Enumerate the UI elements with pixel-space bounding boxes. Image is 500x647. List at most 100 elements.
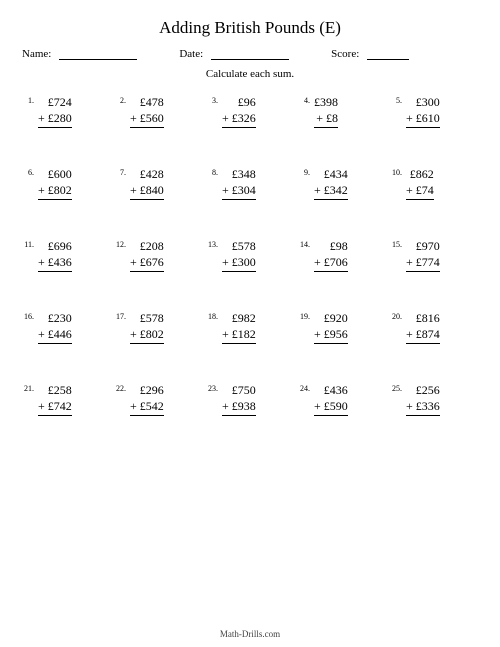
problem-stack: £258+ £742	[38, 382, 72, 416]
problem: 17.£578+ £802	[114, 310, 202, 344]
problem-number: 10.	[390, 166, 402, 179]
problem-number: 13.	[206, 238, 218, 251]
problem-stack: £300+ £610	[406, 94, 440, 128]
addend-top: £920	[314, 310, 348, 326]
addend-top: £862	[406, 166, 434, 182]
sum-rule	[406, 415, 440, 416]
problem-number: 23.	[206, 382, 218, 395]
addend-bottom: + £326	[222, 110, 256, 126]
problem-stack: £256+ £336	[406, 382, 440, 416]
problem: 2.£478+ £560	[114, 94, 202, 128]
problem-stack: £434+ £342	[314, 166, 348, 200]
sum-rule	[38, 271, 72, 272]
problem: 13. £578+ £300	[206, 238, 294, 272]
addend-top: £258	[38, 382, 72, 398]
addend-bottom: + £802	[38, 182, 72, 198]
problem-stack: £96+ £326	[222, 94, 256, 128]
addend-top: £478	[130, 94, 164, 110]
score-label: Score:	[331, 48, 359, 60]
addend-bottom: + £840	[130, 182, 164, 198]
problem-number: 4.	[298, 94, 310, 107]
addend-bottom: + £542	[130, 398, 164, 414]
problem: 16.£230+ £446	[22, 310, 110, 344]
sum-rule	[406, 343, 440, 344]
sum-rule	[130, 343, 164, 344]
addend-top: £208	[130, 238, 164, 254]
sum-rule	[38, 127, 72, 128]
sum-rule	[406, 199, 434, 200]
addend-top: £696	[38, 238, 72, 254]
addend-top: £578	[222, 238, 256, 254]
addend-bottom: + £676	[130, 254, 164, 270]
addend-bottom: + £938	[222, 398, 256, 414]
problem-number: 25.	[390, 382, 402, 395]
name-field[interactable]	[59, 48, 137, 60]
addend-top: £300	[406, 94, 440, 110]
problem-stack: £920+ £956	[314, 310, 348, 344]
problem: 19. £920+ £956	[298, 310, 386, 344]
score-field[interactable]	[367, 48, 409, 60]
problem: 10. £862+ £74	[390, 166, 478, 200]
problem-number: 21.	[22, 382, 34, 395]
problem-number: 15.	[390, 238, 402, 251]
addend-top: £434	[314, 166, 348, 182]
addend-top: £428	[130, 166, 164, 182]
problem: 25. £256+ £336	[390, 382, 478, 416]
addend-top: £256	[406, 382, 440, 398]
footer: Math-Drills.com	[0, 629, 500, 639]
problem: 8.£348+ £304	[206, 166, 294, 200]
sum-rule	[222, 343, 256, 344]
problem-number: 14.	[298, 238, 310, 251]
page-title: Adding British Pounds (E)	[22, 18, 478, 38]
addend-bottom: + £280	[38, 110, 72, 126]
problem-stack: £436+ £590	[314, 382, 348, 416]
problem-number: 19.	[298, 310, 310, 323]
sum-rule	[406, 271, 440, 272]
sum-rule	[222, 199, 256, 200]
problem: 15. £970+ £774	[390, 238, 478, 272]
sum-rule	[130, 127, 164, 128]
sum-rule	[222, 415, 256, 416]
problem-stack: £98+ £706	[314, 238, 348, 272]
worksheet-page: Adding British Pounds (E) Name: Date: Sc…	[0, 0, 500, 426]
addend-bottom: + £706	[314, 254, 348, 270]
problem-stack: £208+ £676	[130, 238, 164, 272]
problem-number: 20.	[390, 310, 402, 323]
addend-top: £600	[38, 166, 72, 182]
problem-stack: £750+ £938	[222, 382, 256, 416]
date-field[interactable]	[211, 48, 289, 60]
sum-rule	[314, 343, 348, 344]
addend-bottom: + £304	[222, 182, 256, 198]
addend-bottom: + £74	[406, 182, 434, 198]
problem-number: 16.	[22, 310, 34, 323]
addend-bottom: + £342	[314, 182, 348, 198]
problem-number: 17.	[114, 310, 126, 323]
problem: 20.£816+ £874	[390, 310, 478, 344]
name-label: Name:	[22, 48, 51, 60]
problem: 6.£600+ £802	[22, 166, 110, 200]
problem: 18.£982+ £182	[206, 310, 294, 344]
problem-stack: £428+ £840	[130, 166, 164, 200]
sum-rule	[222, 271, 256, 272]
problem-stack: £696+ £436	[38, 238, 72, 272]
problem-stack: £970+ £774	[406, 238, 440, 272]
addend-bottom: + £300	[222, 254, 256, 270]
problem-number: 22.	[114, 382, 126, 395]
addend-top: £724	[38, 94, 72, 110]
addend-bottom: + £590	[314, 398, 348, 414]
sum-rule	[38, 343, 72, 344]
problem: 21. £258+ £742	[22, 382, 110, 416]
problem-number: 2.	[114, 94, 126, 107]
instruction: Calculate each sum.	[22, 68, 478, 80]
problem-number: 18.	[206, 310, 218, 323]
problem-grid: 1.£724+ £2802.£478+ £5603.£96+ £3264.£39…	[22, 94, 478, 416]
addend-bottom: + £956	[314, 326, 348, 342]
problem-stack: £578+ £300	[222, 238, 256, 272]
sum-rule	[314, 415, 348, 416]
sum-rule	[38, 415, 72, 416]
problem: 11. £696+ £436	[22, 238, 110, 272]
problem-number: 11.	[22, 238, 34, 251]
problem: 23. £750+ £938	[206, 382, 294, 416]
addend-top: £436	[314, 382, 348, 398]
addend-top: £970	[406, 238, 440, 254]
